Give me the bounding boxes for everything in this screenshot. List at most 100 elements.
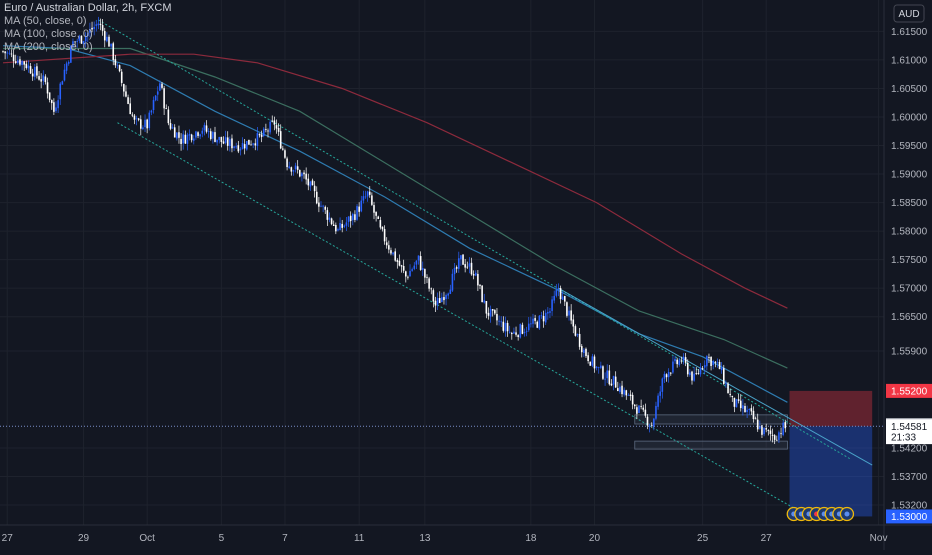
candle-body — [46, 82, 49, 94]
stop-loss-zone[interactable] — [789, 390, 873, 427]
candle-body — [133, 115, 136, 120]
candle-body — [746, 409, 748, 412]
event-markers[interactable] — [786, 506, 855, 522]
candle-body — [267, 130, 269, 132]
candle-body — [140, 119, 142, 129]
candle-body — [474, 272, 477, 276]
candle-body — [114, 59, 117, 66]
candle-body — [315, 191, 318, 204]
candle-body — [55, 107, 57, 112]
candle-body — [231, 138, 233, 149]
candle-body — [691, 371, 693, 381]
candle-body — [108, 36, 110, 47]
candle-body — [165, 108, 168, 109]
candle-body — [12, 54, 15, 62]
candle-body — [61, 81, 64, 85]
candle-body — [462, 254, 464, 265]
candle-body — [553, 295, 555, 301]
indicator-ma-200[interactable]: MA (200, close, 0) — [4, 41, 93, 53]
candle-body — [383, 228, 386, 242]
candle-body — [426, 276, 428, 278]
candle-body — [265, 129, 267, 131]
take-profit-zone[interactable] — [789, 426, 873, 517]
candle-body — [674, 358, 676, 362]
candle-body — [341, 223, 343, 228]
candle-body — [424, 269, 426, 278]
candle-body — [294, 165, 297, 170]
candle-body — [561, 296, 564, 300]
candle-body — [377, 216, 380, 219]
candle-body — [676, 359, 678, 365]
candle-body — [156, 91, 159, 95]
candle-body — [706, 356, 708, 367]
candle-body — [731, 395, 734, 397]
candle-body — [131, 114, 134, 116]
candle-body — [659, 391, 661, 396]
trend-line[interactable] — [558, 287, 873, 466]
candle-body — [17, 60, 19, 63]
candle-body — [197, 132, 199, 136]
candle-body — [292, 170, 295, 172]
position-tool[interactable] — [789, 390, 873, 517]
candle-body — [91, 27, 93, 30]
currency-badge[interactable]: AUD — [893, 4, 925, 23]
candle-body — [150, 110, 153, 113]
candle-body — [103, 31, 106, 41]
candle-body — [538, 315, 541, 329]
candle-body — [59, 83, 62, 100]
time-tick-label: 18 — [525, 533, 537, 544]
candle-body — [48, 92, 51, 100]
candle-body — [733, 397, 736, 407]
candle-body — [540, 315, 543, 317]
candle-body — [396, 260, 399, 262]
trend-channel-line[interactable] — [117, 122, 809, 517]
indicator-ma-100[interactable]: MA (100, close, 0) — [4, 28, 93, 40]
candle-body — [468, 263, 471, 267]
candle-body — [576, 334, 579, 336]
candle-body — [653, 418, 655, 427]
price-axis[interactable]: 1.61500 1.61000 1.60500 1.60000 1.59500 1.590… — [891, 27, 928, 512]
price-tick-label: 1.53700 — [891, 472, 928, 483]
candle-body — [570, 310, 572, 321]
candle-body — [201, 130, 204, 134]
candle-body — [519, 324, 522, 338]
candle-body — [761, 425, 763, 435]
candle-body — [97, 23, 100, 26]
candle-body — [506, 322, 509, 332]
candle-body — [500, 321, 502, 323]
candle-body — [555, 290, 558, 296]
candle-body — [580, 346, 583, 353]
candle-body — [725, 383, 727, 385]
candle-body — [78, 36, 81, 41]
candle-body — [21, 61, 23, 66]
candle-body — [87, 32, 89, 36]
candle-body — [25, 63, 28, 69]
candle-body — [557, 288, 560, 290]
candle-body — [50, 100, 53, 104]
candle-body — [290, 167, 293, 172]
candle-body — [417, 255, 420, 261]
drawn-lines[interactable] — [98, 19, 873, 517]
candle-body — [159, 83, 161, 91]
candle-body — [655, 405, 657, 419]
candle-body — [411, 269, 413, 271]
candle-body — [714, 361, 717, 363]
candle-body — [583, 349, 585, 354]
candle-body — [379, 220, 382, 228]
time-axis[interactable]: 27 29 Oct 5 7 11 13 18 20 25 27 Nov — [2, 533, 888, 544]
indicator-ma-50[interactable]: MA (50, close, 0) — [4, 15, 87, 27]
candle-body — [697, 373, 700, 374]
time-tick-label: 5 — [219, 533, 225, 544]
candle-body — [684, 357, 687, 363]
candle-body — [409, 270, 411, 277]
candle-body — [173, 127, 176, 138]
price-tick-label: 1.53200 — [891, 501, 928, 512]
moving-average-line — [2, 53, 788, 309]
candle-body — [84, 35, 87, 42]
candle-body — [284, 150, 286, 158]
trend-channel-line[interactable] — [98, 19, 852, 460]
candle-body — [670, 372, 672, 374]
candle-body — [385, 242, 388, 246]
candle-body — [148, 112, 151, 129]
